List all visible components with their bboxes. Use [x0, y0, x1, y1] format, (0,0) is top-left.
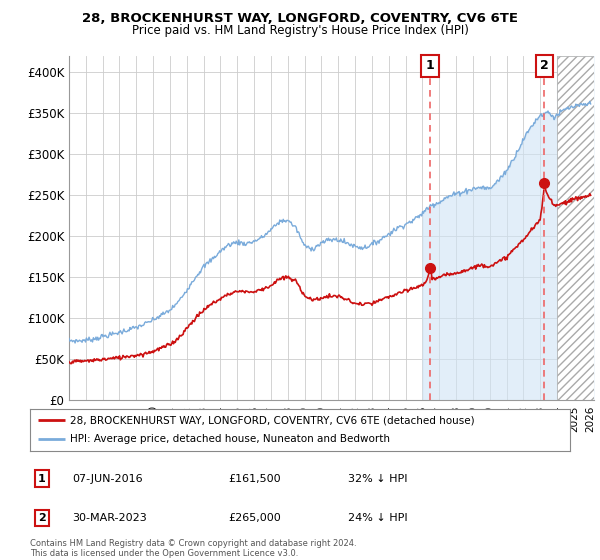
Text: £161,500: £161,500 [228, 474, 281, 484]
Text: HPI: Average price, detached house, Nuneaton and Bedworth: HPI: Average price, detached house, Nune… [71, 435, 391, 445]
Text: 2: 2 [540, 59, 549, 72]
Text: This data is licensed under the Open Government Licence v3.0.: This data is licensed under the Open Gov… [30, 549, 298, 558]
Text: 1: 1 [425, 59, 434, 72]
Text: 28, BROCKENHURST WAY, LONGFORD, COVENTRY, CV6 6TE: 28, BROCKENHURST WAY, LONGFORD, COVENTRY… [82, 12, 518, 25]
Text: 2: 2 [38, 513, 46, 523]
Bar [557, 56, 600, 400]
Text: 24% ↓ HPI: 24% ↓ HPI [348, 513, 407, 523]
Text: £265,000: £265,000 [228, 513, 281, 523]
Text: 30-MAR-2023: 30-MAR-2023 [72, 513, 147, 523]
Text: 28, BROCKENHURST WAY, LONGFORD, COVENTRY, CV6 6TE (detached house): 28, BROCKENHURST WAY, LONGFORD, COVENTRY… [71, 415, 475, 425]
Text: 32% ↓ HPI: 32% ↓ HPI [348, 474, 407, 484]
Text: Price paid vs. HM Land Registry's House Price Index (HPI): Price paid vs. HM Land Registry's House … [131, 24, 469, 36]
Text: 07-JUN-2016: 07-JUN-2016 [72, 474, 143, 484]
Text: 1: 1 [38, 474, 46, 484]
Text: Contains HM Land Registry data © Crown copyright and database right 2024.: Contains HM Land Registry data © Crown c… [30, 539, 356, 548]
